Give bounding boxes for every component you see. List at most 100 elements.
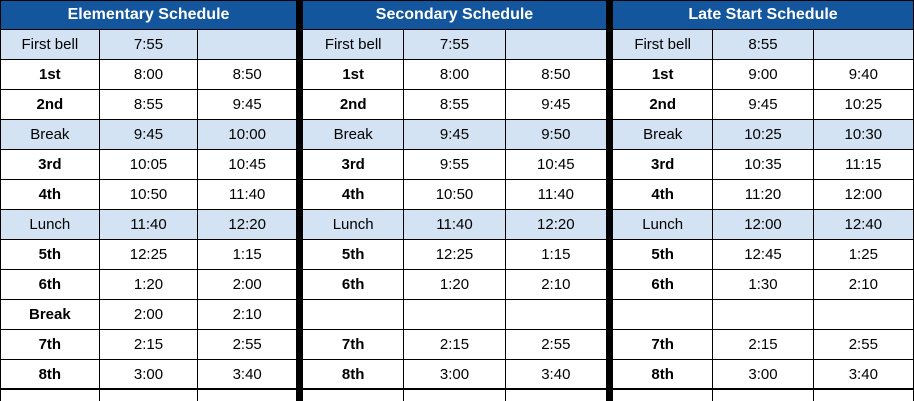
- period-label-cell: 8th: [303, 360, 405, 388]
- clipped-cell: [1, 390, 100, 401]
- end-time-cell: 11:40: [537, 186, 575, 203]
- end-time-cell: 9:45: [232, 96, 262, 113]
- schedule-row: Lunch 12:00 12:40: [613, 210, 913, 240]
- start-time-cell: 7:55: [100, 30, 199, 59]
- start-time-cell: 2:00: [100, 300, 199, 329]
- period-label-cell: 7th: [613, 330, 714, 359]
- period-label-cell: Break: [303, 120, 405, 149]
- end-time-cell: 12:20: [537, 216, 575, 233]
- end-time-cell: 9:40: [848, 66, 878, 83]
- end-time-cell: 11:40: [228, 186, 266, 203]
- period-label-cell: 3rd: [613, 150, 714, 179]
- end-time-cell: 2:00: [232, 276, 262, 293]
- schedule-row: Break 9:45 10:00: [1, 120, 296, 150]
- table-late-start-schedule: Late Start Schedule First bell 8:55 1st 9:0…: [612, 0, 914, 401]
- start-time-cell: 10:35: [713, 150, 814, 179]
- schedule-row: Break 9:45 9:50: [303, 120, 606, 150]
- period-label-cell: 2nd: [1, 90, 100, 119]
- end-time-cell: [506, 30, 606, 59]
- period-label-cell: 8th: [1, 360, 100, 388]
- period-label-cell: Lunch: [303, 210, 405, 239]
- end-time-cell: 12:00: [844, 186, 883, 203]
- schedule-row: 3rd 10:35 11:15: [613, 150, 913, 180]
- end-time-cell: [198, 30, 296, 59]
- period-label-cell: 4th: [613, 180, 714, 209]
- period-label-cell: 3rd: [1, 150, 100, 179]
- start-time-cell: 3:00: [100, 360, 199, 388]
- schedule-row: [303, 300, 606, 330]
- period-label-cell: 7th: [1, 330, 100, 359]
- start-time-cell: 10:25: [713, 120, 814, 149]
- schedule-row: 5th 12:45 1:25: [613, 240, 913, 270]
- end-time-cell: [506, 300, 606, 329]
- table-separator-bar: [297, 0, 302, 401]
- table-secondary-schedule: Secondary Schedule First bell 7:55 1st 8:00…: [302, 0, 607, 401]
- start-time-cell: 8:55: [713, 30, 814, 59]
- end-time-cell: 8:50: [232, 66, 262, 83]
- schedule-row: 7th 2:15 2:55: [613, 330, 913, 360]
- schedule-row: 8th 3:00 3:40: [1, 360, 296, 390]
- start-time-cell: 2:15: [404, 330, 506, 359]
- end-time-cell: 2:55: [848, 336, 878, 353]
- start-time-cell: 2:15: [100, 330, 199, 359]
- period-label-cell: [303, 300, 405, 329]
- schedule-row: 5th 12:25 1:15: [303, 240, 606, 270]
- period-label-cell: 6th: [303, 270, 405, 299]
- end-time-cell: 9:50: [541, 126, 571, 143]
- period-label-cell: 6th: [1, 270, 100, 299]
- end-time-cell: [814, 300, 913, 329]
- period-label-cell: 1st: [1, 60, 100, 89]
- end-time-cell: 3:40: [848, 365, 878, 383]
- period-label-cell: First bell: [613, 30, 714, 59]
- start-time-cell: 10:50: [404, 180, 506, 209]
- period-label-cell: 5th: [1, 240, 100, 269]
- table-title-late-start: Late Start Schedule: [613, 1, 913, 30]
- schedule-row: 6th 1:20 2:00: [1, 270, 296, 300]
- start-time-cell: 1:30: [713, 270, 814, 299]
- table-title-secondary: Secondary Schedule: [303, 1, 606, 30]
- clipped-cell: [303, 390, 405, 401]
- period-label-cell: 7th: [303, 330, 405, 359]
- start-time-cell: 12:25: [404, 240, 506, 269]
- period-label-cell: Break: [1, 120, 100, 149]
- period-label-cell: 5th: [303, 240, 405, 269]
- start-time-cell: 3:00: [713, 360, 814, 388]
- end-time-cell: 10:30: [844, 126, 883, 143]
- end-time-cell: 10:00: [228, 126, 266, 143]
- period-label-cell: [613, 300, 714, 329]
- end-time-cell: 9:45: [541, 96, 571, 113]
- period-label-cell: 1st: [303, 60, 405, 89]
- start-time-cell: 9:45: [100, 120, 199, 149]
- schedule-row: 7th 2:15 2:55: [303, 330, 606, 360]
- schedule-row: First bell 7:55: [303, 30, 606, 60]
- period-label-cell: 8th: [613, 360, 714, 388]
- start-time-cell: 11:40: [100, 210, 199, 239]
- start-time-cell: 11:20: [713, 180, 814, 209]
- clipped-cell: [814, 390, 913, 401]
- end-time-cell: 3:40: [232, 365, 262, 383]
- schedule-row: 7th 2:15 2:55: [1, 330, 296, 360]
- start-time-cell: [713, 300, 814, 329]
- clipped-next-row: [613, 390, 913, 401]
- schedule-row: 1st 9:00 9:40: [613, 60, 913, 90]
- period-label-cell: Lunch: [613, 210, 714, 239]
- schedule-rows-elementary: First bell 7:55 1st 8:00 8:50 2nd 8:55 9:45 Brea…: [1, 30, 296, 390]
- end-time-cell: 12:40: [844, 216, 883, 233]
- start-time-cell: 2:15: [713, 330, 814, 359]
- end-time-cell: 12:20: [228, 216, 266, 233]
- clipped-cell: [100, 390, 199, 401]
- period-label-cell: 6th: [613, 270, 714, 299]
- start-time-cell: 1:20: [100, 270, 199, 299]
- clipped-next-row: [303, 390, 606, 401]
- end-time-cell: 8:50: [541, 66, 571, 83]
- start-time-cell: 8:00: [100, 60, 199, 89]
- start-time-cell: 8:55: [100, 90, 199, 119]
- start-time-cell: 9:55: [404, 150, 506, 179]
- schedule-row: 3rd 10:05 10:45: [1, 150, 296, 180]
- clipped-cell: [198, 390, 296, 401]
- end-time-cell: 1:15: [232, 246, 262, 263]
- schedule-row: 6th 1:20 2:10: [303, 270, 606, 300]
- schedule-row: Break 10:25 10:30: [613, 120, 913, 150]
- schedule-row: 2nd 8:55 9:45: [1, 90, 296, 120]
